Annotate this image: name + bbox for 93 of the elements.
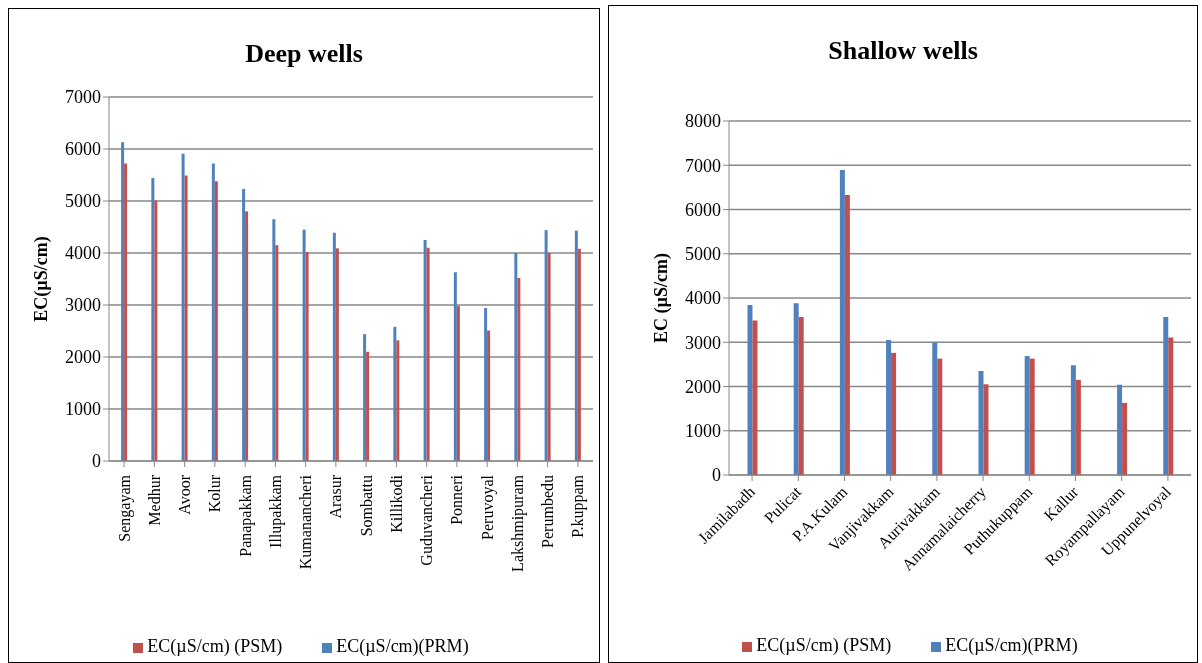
bar xyxy=(242,189,246,461)
bar xyxy=(272,219,276,461)
x-tick-label: Sombattu xyxy=(357,475,375,537)
bar xyxy=(124,163,128,461)
bar xyxy=(747,305,753,475)
bar xyxy=(332,232,336,461)
x-tick-label: P.kuppam xyxy=(569,474,588,538)
chart-title: Shallow wells xyxy=(827,36,979,66)
x-tick-label: Peruvoyal xyxy=(478,474,497,540)
bar xyxy=(214,181,218,461)
bar xyxy=(574,230,578,461)
y-tick-label: 6000 xyxy=(685,199,721,220)
bar xyxy=(752,320,758,475)
bar xyxy=(1117,384,1123,475)
bar xyxy=(1029,358,1035,475)
bar xyxy=(393,326,397,461)
bar xyxy=(886,340,892,475)
chart-title: Deep wells xyxy=(244,39,364,69)
bar xyxy=(487,330,491,461)
y-tick-label: 8000 xyxy=(685,111,721,132)
y-tick-label: 4000 xyxy=(685,288,721,309)
y-tick-label: 1000 xyxy=(685,421,721,442)
bar xyxy=(983,384,989,475)
y-tick-label: 7000 xyxy=(685,155,721,176)
x-tick-label: Panapakkam xyxy=(236,474,255,557)
y-tick-label: 2000 xyxy=(685,376,721,397)
bar xyxy=(151,178,155,461)
legend-label: EC(µS/cm)(PRM) xyxy=(945,635,1078,655)
bar xyxy=(396,340,400,461)
y-tick-label: 5000 xyxy=(65,191,101,212)
bar xyxy=(932,342,938,475)
bar xyxy=(1163,317,1169,475)
x-tick-label: Kolur xyxy=(206,474,224,513)
bar xyxy=(798,317,804,475)
y-tick-label: 1000 xyxy=(65,399,101,420)
bar xyxy=(275,245,279,461)
bar xyxy=(839,170,845,475)
y-axis-title: EC(µS/cm) xyxy=(31,236,53,322)
bar xyxy=(211,163,215,461)
legend-label: EC(µS/cm)(PRM) xyxy=(336,636,469,656)
bar xyxy=(514,253,518,461)
x-tick-label: Sengayam xyxy=(115,474,134,542)
y-tick-label: 4000 xyxy=(65,243,101,264)
bar xyxy=(305,251,309,461)
bar xyxy=(544,230,548,461)
y-tick-label: 0 xyxy=(712,465,721,486)
x-tick-label: Illupakkam xyxy=(266,474,285,548)
bar xyxy=(121,142,125,461)
bar xyxy=(844,194,850,475)
y-tick-label: 0 xyxy=(92,451,101,472)
bar xyxy=(1075,379,1081,475)
x-tick-label: Killikodi xyxy=(387,474,405,533)
bar xyxy=(366,351,370,461)
x-tick-label: Medhur xyxy=(145,474,163,526)
bar xyxy=(426,247,430,461)
y-tick-label: 3000 xyxy=(65,295,101,316)
y-tick-label: 2000 xyxy=(65,347,101,368)
bar xyxy=(547,253,551,461)
bar xyxy=(1070,365,1076,475)
bar xyxy=(891,352,897,475)
bar xyxy=(577,248,581,461)
bar xyxy=(978,371,984,475)
bar xyxy=(456,306,460,461)
bar xyxy=(937,358,943,475)
y-tick-label: 3000 xyxy=(685,332,721,353)
bar xyxy=(181,153,185,461)
x-tick-label: Kumanancheri xyxy=(297,474,315,570)
bar xyxy=(1122,402,1128,475)
y-tick-label: 5000 xyxy=(685,244,721,265)
bar xyxy=(453,272,457,461)
bar xyxy=(1024,355,1030,475)
y-tick-label: 6000 xyxy=(65,139,101,160)
bar xyxy=(423,240,427,461)
x-tick-label: Guduvancheri xyxy=(418,474,436,566)
x-tick-label: Avoor xyxy=(176,474,194,515)
y-tick-label: 7000 xyxy=(65,87,101,108)
bar xyxy=(302,229,306,461)
y-axis-title: EC (µS/cm) xyxy=(651,253,673,343)
bar xyxy=(245,211,249,461)
x-tick-label: Lakshmipuram xyxy=(508,474,527,572)
bar xyxy=(184,175,188,461)
bar xyxy=(793,303,799,475)
x-tick-label: Ponneri xyxy=(448,474,466,525)
x-tick-label: Perumbedu xyxy=(539,475,557,548)
bar xyxy=(517,277,521,461)
bar xyxy=(484,308,488,461)
bar xyxy=(335,248,339,461)
bar xyxy=(154,200,158,461)
x-tick-label: Arasur xyxy=(327,474,345,519)
bar xyxy=(363,334,367,461)
bar xyxy=(1168,337,1174,475)
legend-label: EC(µS/cm) (PSM) xyxy=(147,636,283,656)
legend-label: EC(µS/cm) (PSM) xyxy=(756,635,892,655)
